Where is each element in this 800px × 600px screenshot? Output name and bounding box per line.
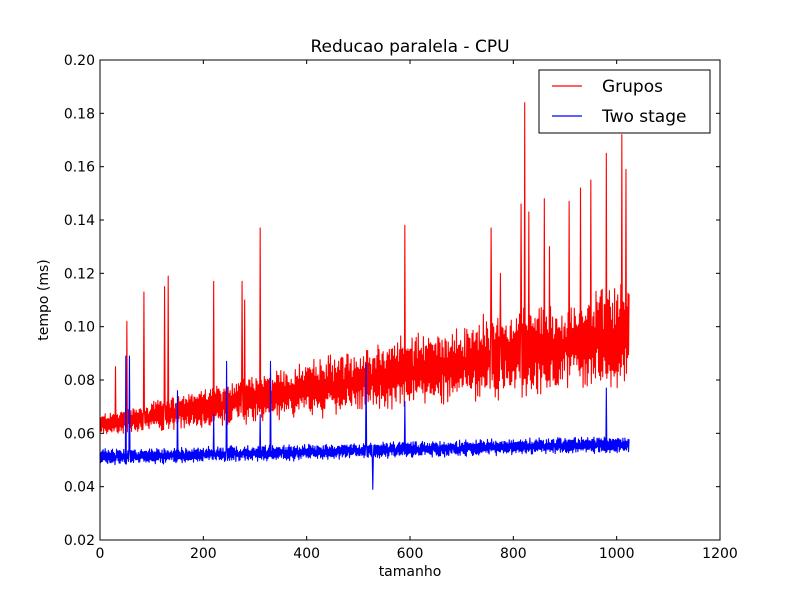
series-layer (99, 102, 630, 490)
x-axis-label: tamanho (379, 564, 442, 580)
x-tick-label: 200 (190, 546, 217, 562)
series-line-grupos (99, 102, 630, 435)
x-tick-label: 400 (293, 546, 320, 562)
legend: Grupos Two stage (538, 69, 711, 134)
x-tick-label: 0 (96, 546, 105, 562)
y-tick-label: 0.06 (64, 426, 95, 442)
legend-label-grupos: Grupos (602, 77, 663, 97)
x-tick-label: 800 (500, 546, 527, 562)
y-axis-label: tempo (ms) (36, 259, 52, 341)
series-line-two-stage (99, 355, 630, 490)
y-tick-label: 0.20 (64, 53, 95, 69)
chart-title: Reducao paralela - CPU (310, 37, 509, 57)
legend-label-two-stage: Two stage (601, 107, 686, 127)
x-tick-label: 1000 (599, 546, 635, 562)
y-tick-label: 0.14 (64, 213, 95, 229)
y-tick-label: 0.12 (64, 266, 95, 282)
y-tick-label: 0.04 (64, 480, 95, 496)
ticks-layer: 0 200 400 600 800 1000 1200 0.02 0.04 0.06 0.08 0.1… (64, 53, 738, 562)
y-tick-label: 0.02 (64, 533, 95, 549)
y-tick-label: 0.16 (64, 160, 95, 176)
x-tick-label: 600 (397, 546, 424, 562)
y-tick-label: 0.18 (64, 106, 95, 122)
y-tick-label: 0.10 (64, 320, 95, 336)
y-tick-label: 0.08 (64, 373, 95, 389)
x-tick-label: 1200 (702, 546, 738, 562)
legend-box (538, 69, 711, 134)
